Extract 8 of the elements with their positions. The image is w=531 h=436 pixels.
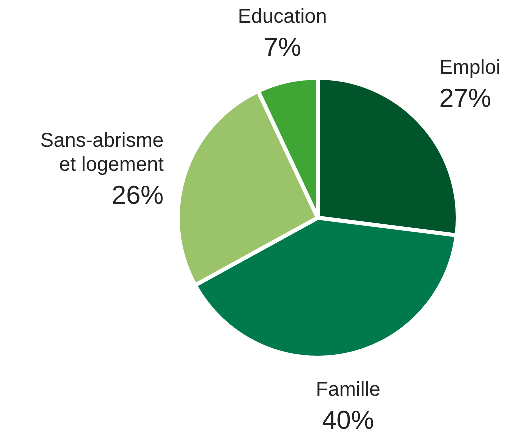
data-label: 26% (112, 180, 164, 210)
data-label: 40% (322, 405, 374, 436)
slice-label: Sans-abrisme et logement (40, 130, 164, 176)
data-label: 7% (264, 32, 302, 62)
slice-label: Emploi (440, 56, 501, 79)
slice-label: Famille (316, 379, 381, 402)
data-label: 27% (440, 82, 492, 113)
slice-label: Education (238, 6, 328, 28)
